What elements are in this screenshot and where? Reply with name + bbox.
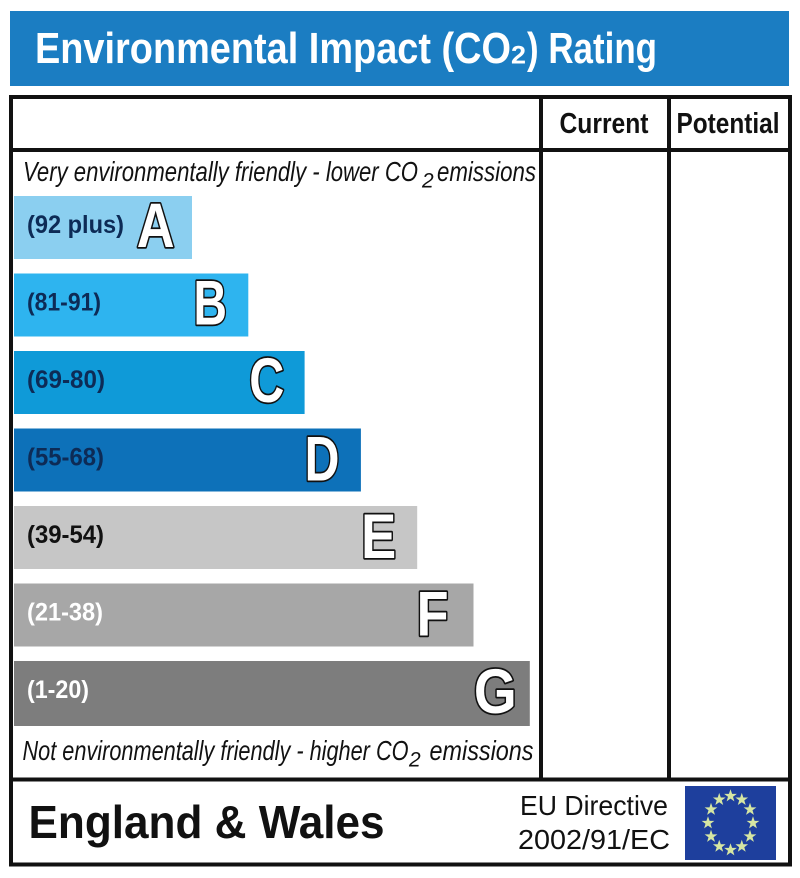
svg-text:(1-20): (1-20) — [27, 676, 89, 704]
svg-text:D: D — [305, 423, 340, 494]
svg-text:B: B — [193, 268, 226, 339]
svg-text:(21-38): (21-38) — [27, 599, 103, 627]
svg-text:2002/91/EC: 2002/91/EC — [518, 824, 670, 855]
svg-text:(92 plus): (92 plus) — [27, 211, 124, 239]
svg-text:G: G — [474, 656, 517, 727]
svg-text:emissions: emissions — [437, 156, 536, 187]
svg-text:E: E — [361, 502, 396, 573]
svg-text:(69-80): (69-80) — [27, 366, 105, 394]
svg-text:Very environmentally friendly: Very environmentally friendly - lower CO — [23, 156, 418, 187]
svg-text:F: F — [417, 580, 449, 650]
svg-text:Environmental Impact (CO: Environmental Impact (CO — [35, 24, 511, 73]
svg-text:Current: Current — [560, 108, 649, 140]
svg-text:C: C — [249, 345, 284, 416]
svg-text:emissions: emissions — [430, 735, 534, 766]
svg-text:) Rating: ) Rating — [527, 24, 657, 73]
svg-text:Potential: Potential — [677, 108, 780, 140]
svg-text:(55-68): (55-68) — [27, 444, 104, 472]
svg-text:2: 2 — [511, 42, 526, 70]
svg-text:2: 2 — [421, 170, 434, 193]
svg-text:(39-54): (39-54) — [27, 521, 104, 549]
svg-text:England & Wales: England & Wales — [29, 796, 385, 848]
svg-text:(81-91): (81-91) — [27, 289, 101, 317]
svg-text:EU Directive: EU Directive — [520, 790, 668, 821]
svg-text:A: A — [137, 192, 175, 262]
svg-text:Not environmentally friendly -: Not environmentally friendly - higher CO — [23, 735, 409, 766]
svg-text:2: 2 — [408, 749, 421, 772]
